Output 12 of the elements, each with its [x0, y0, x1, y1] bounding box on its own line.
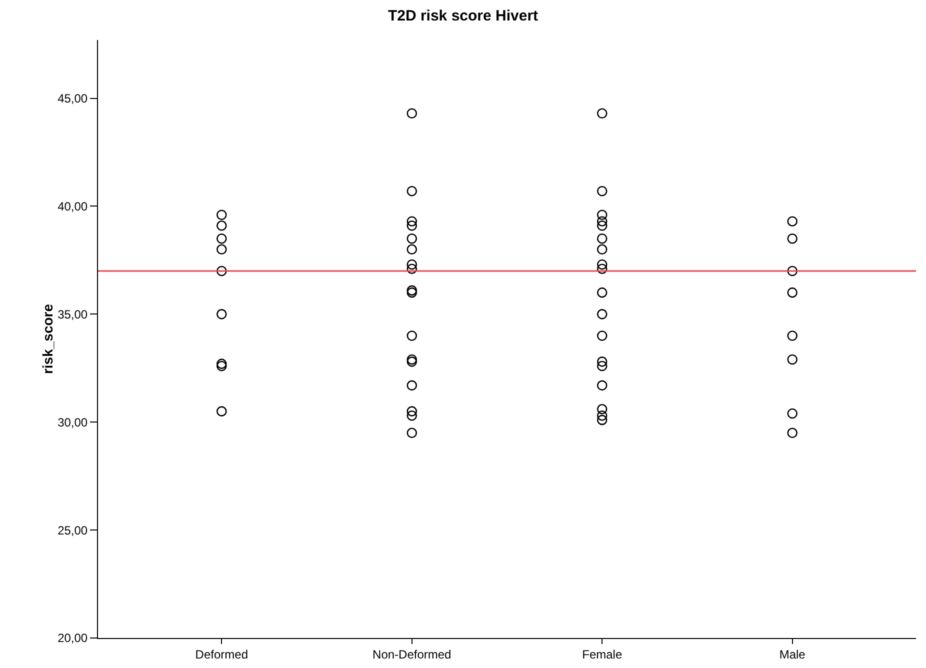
- x-tick-label: Non-Deformed: [372, 647, 452, 662]
- x-tick-label: Male: [779, 647, 806, 662]
- x-tick-label: Deformed: [195, 647, 248, 662]
- x-tick-label: Female: [582, 647, 622, 662]
- y-tick-label: 35,00: [58, 307, 88, 322]
- chart-title: T2D risk score Hivert: [388, 8, 538, 25]
- y-tick-label: 20,00: [58, 631, 88, 646]
- y-axis-title: risk_score: [40, 304, 56, 374]
- y-tick-label: 45,00: [58, 91, 88, 106]
- y-tick-label: 40,00: [58, 199, 88, 214]
- y-tick-label: 30,00: [58, 415, 88, 430]
- y-tick-label: 25,00: [58, 523, 88, 538]
